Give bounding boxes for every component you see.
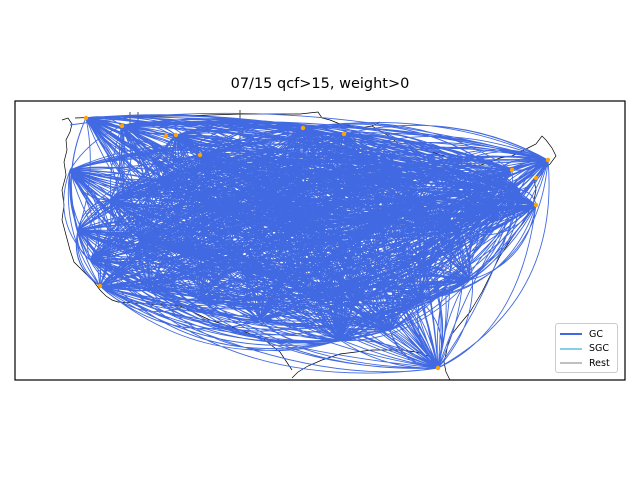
airport-marker [173, 132, 179, 138]
legend-label-sgc: SGC [589, 343, 610, 355]
route-layer [63, 112, 550, 374]
airport-marker [163, 133, 169, 139]
airport-marker [119, 123, 125, 129]
airport-marker [533, 175, 539, 181]
airport-marker [83, 115, 89, 121]
airport-marker [300, 125, 306, 131]
airport-marker [97, 283, 103, 289]
legend-item-gc: GC [560, 327, 613, 342]
pacific-coastline [61, 117, 119, 303]
flight-routes [63, 112, 550, 374]
legend-label-rest: Rest [589, 357, 610, 369]
legend-swatch-sgc [560, 347, 582, 350]
legend-label-gc: GC [589, 328, 603, 340]
airport-layer [83, 115, 551, 371]
airport-marker [509, 167, 515, 173]
legend-item-sgc: SGC [560, 342, 613, 357]
airport-marker [545, 157, 551, 163]
legend-swatch-rest [560, 362, 582, 365]
legend-item-rest: Rest [560, 356, 613, 371]
legend-swatch-gc [560, 333, 582, 336]
airport-marker [435, 365, 441, 371]
airport-marker [197, 152, 203, 158]
map-title: 07/15 qcf>15, weight>0 [230, 76, 410, 92]
airport-marker [533, 202, 539, 208]
airport-marker [341, 131, 347, 137]
gulf-coastline [291, 349, 441, 379]
legend: GC SGC Rest [555, 323, 618, 373]
map-frame [14, 100, 626, 381]
